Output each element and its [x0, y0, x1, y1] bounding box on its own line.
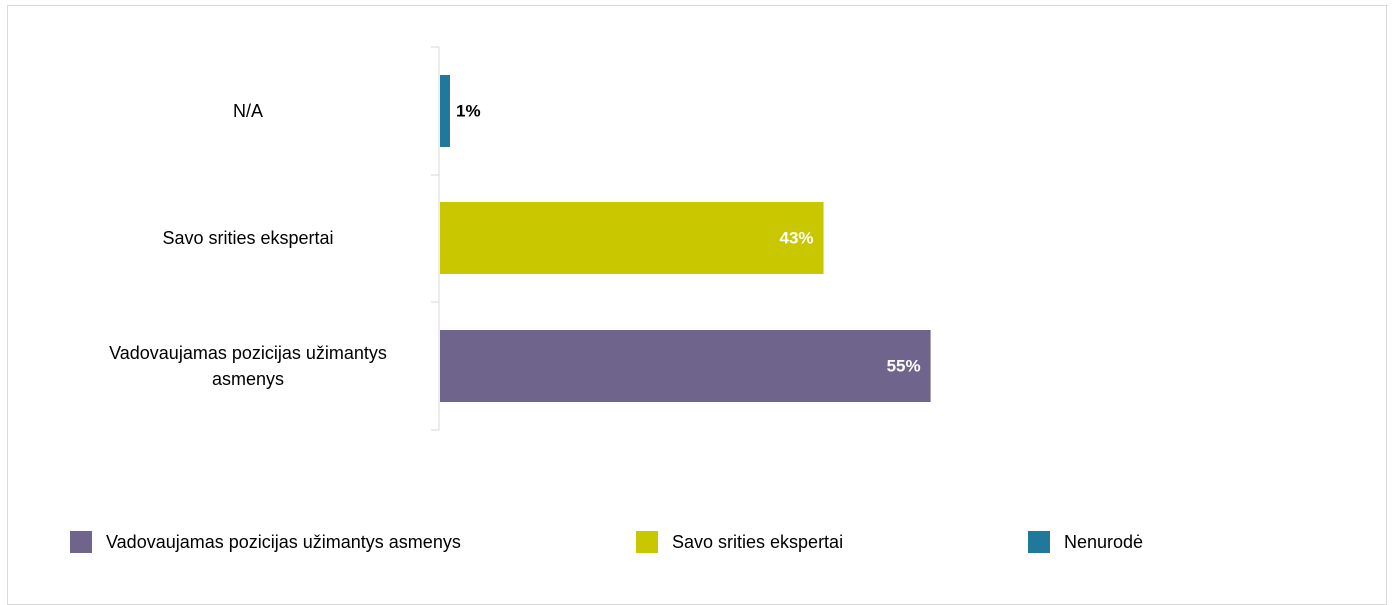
- category-label: N/A: [233, 101, 263, 121]
- y-axis: [431, 46, 440, 431]
- data-label: 55%: [887, 357, 921, 376]
- legend-item-ekspertai: Savo srities ekspertai: [636, 531, 843, 553]
- category-label: Vadovaujamas pozicijas užimantys asmenys: [109, 343, 387, 389]
- labels: 1% N/A 43% Savo srities ekspertai 55% Vadovau…: [109, 101, 920, 389]
- bar: [440, 202, 824, 274]
- bar: [440, 330, 931, 402]
- bar: [440, 75, 450, 147]
- category-label: Savo srities ekspertai: [162, 228, 333, 248]
- legend: Vadovaujamas pozicijas užimantys asmenys…: [0, 531, 1395, 561]
- data-label: 1%: [456, 102, 481, 121]
- bars: [440, 75, 931, 402]
- legend-label-vadovaujamas: Vadovaujamas pozicijas užimantys asmenys: [106, 531, 461, 552]
- data-label: 43%: [780, 229, 814, 248]
- legend-swatch-nenurode: [1028, 531, 1050, 553]
- chart-frame: [7, 5, 1387, 605]
- legend-label-ekspertai: Savo srities ekspertai: [672, 531, 844, 552]
- legend-item-vadovaujamas: Vadovaujamas pozicijas užimantys asmenys: [70, 531, 461, 553]
- bar-chart: 1% N/A 43% Savo srities ekspertai 55% Vadovau…: [109, 46, 931, 431]
- legend-item-nenurode: Nenurodė: [1028, 531, 1143, 553]
- legend-swatch-vadovaujamas: [70, 531, 92, 553]
- legend-label-nenurode: Nenurodė: [1064, 531, 1144, 552]
- legend-swatch-ekspertai: [636, 531, 658, 553]
